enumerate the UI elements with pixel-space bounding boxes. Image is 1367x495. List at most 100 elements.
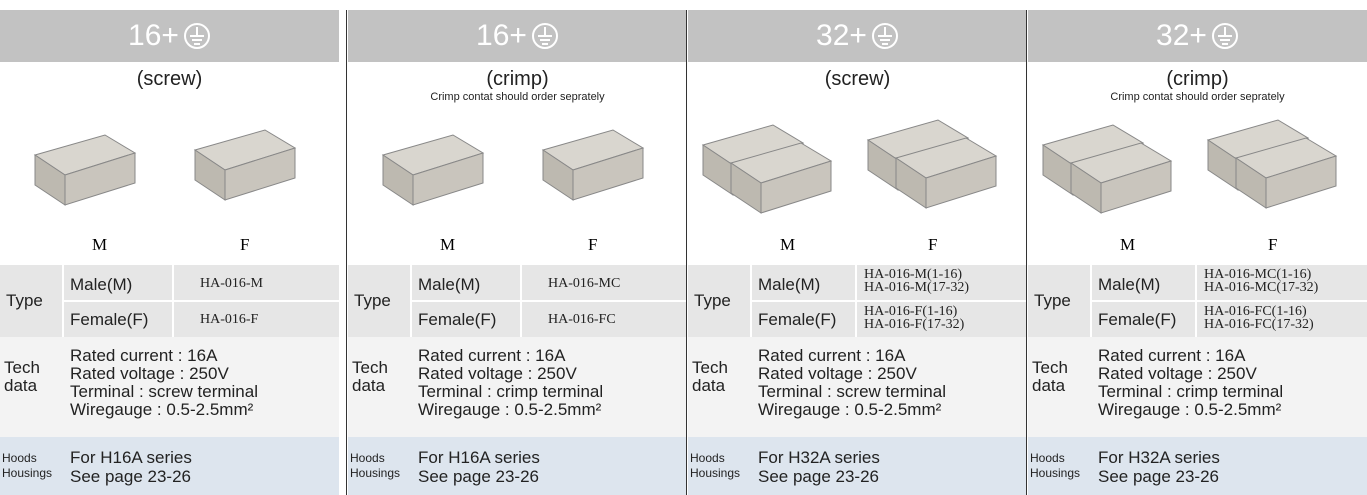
tech-line: Rated current : 16A: [758, 347, 905, 365]
earth-symbol: [871, 22, 899, 50]
divider: [855, 265, 857, 337]
variant: (crimp): [348, 68, 687, 91]
hoods-label: Housings: [2, 466, 52, 481]
male-label: M: [1120, 235, 1135, 255]
female-label: Female(F): [70, 310, 148, 330]
divider: [412, 300, 687, 302]
female-label: Female(F): [1098, 310, 1176, 330]
female-code: HA-016-F(17-32): [864, 318, 964, 331]
male-label: Male(M): [418, 275, 480, 295]
tech-line: Wiregauge : 0.5-2.5mm²: [758, 401, 941, 419]
tech-line: Wiregauge : 0.5-2.5mm²: [1098, 401, 1281, 419]
type-section: Type Male(M) Female(F) HA-016-MC HA-016-FC: [348, 265, 687, 337]
order-note: Crimp contat should order seprately: [1028, 91, 1367, 103]
hoods-label: Hoods: [1030, 451, 1065, 466]
tech-label: data: [352, 377, 385, 395]
connector-image: [543, 130, 643, 200]
header-text: 16+: [128, 19, 179, 53]
male-code: HA-016-M(17-32): [864, 281, 969, 294]
connector-image: [868, 120, 996, 208]
column-separator: [346, 10, 347, 495]
female-label: F: [928, 235, 937, 255]
tech-label: Tech: [352, 359, 388, 377]
hoods-line: See page 23-26: [70, 468, 191, 486]
male-code: HA-016-MC(17-32): [1204, 281, 1318, 294]
product-images: [0, 110, 339, 230]
female-label: F: [240, 235, 249, 255]
tech-line: Rated voltage : 250V: [1098, 365, 1257, 383]
divider: [172, 265, 174, 337]
tech-line: Rated voltage : 250V: [758, 365, 917, 383]
product-column: 32+ (crimp)Crimp contat should order sepr…: [1028, 10, 1367, 495]
column-header: 32+: [688, 10, 1027, 62]
tech-label: Tech: [4, 359, 40, 377]
product-images: [688, 110, 1027, 230]
type-section: TypeMale(M)Female(F)HA-016-MC(1-16)HA-01…: [1028, 265, 1367, 337]
order-note: Crimp contat should order seprately: [348, 91, 687, 103]
tech-line: Rated current : 16A: [70, 347, 217, 365]
tech-line: Rated voltage : 250V: [418, 365, 577, 383]
tech-label: data: [692, 377, 725, 395]
male-code: HA-016-MC: [548, 277, 620, 290]
male-label: Male(M): [1098, 275, 1160, 295]
tech-line: Rated voltage : 250V: [70, 365, 229, 383]
female-label: Female(F): [418, 310, 496, 330]
variant: (screw): [0, 68, 339, 91]
female-label: Female(F): [758, 310, 836, 330]
male-label: M: [440, 235, 455, 255]
column-separator: [686, 10, 687, 495]
male-label: Male(M): [70, 275, 132, 295]
header-text: 16+: [476, 19, 527, 53]
hoods-line: For H16A series: [70, 449, 192, 467]
variant: (crimp): [1028, 68, 1367, 91]
female-label: F: [588, 235, 597, 255]
hoods-label: Housings: [350, 466, 400, 481]
catalog-page: 16+ (screw) M F Type Male(M) Female(F) HA-016-M…: [0, 0, 1367, 495]
female-code: HA-016-FC(17-32): [1204, 318, 1314, 331]
connector-image: [1208, 120, 1336, 208]
divider: [1195, 265, 1197, 337]
male-label: M: [92, 235, 107, 255]
male-label: Male(M): [758, 275, 820, 295]
type-section: TypeMale(M)Female(F)HA-016-M(1-16)HA-016…: [688, 265, 1027, 337]
header-text: 32+: [816, 19, 867, 53]
earth-symbol: [1211, 22, 1239, 50]
connector-image: [35, 135, 135, 205]
variant: (screw): [688, 68, 1027, 91]
product-images: [348, 110, 687, 230]
product-column: 16+ (crimp)Crimp contat should order sepr…: [348, 10, 687, 495]
type-label: Type: [1034, 291, 1071, 311]
connector-image: [195, 130, 295, 200]
tech-line: Terminal : crimp terminal: [418, 383, 603, 401]
hoods-line: See page 23-26: [758, 468, 879, 486]
tech-line: Terminal : screw terminal: [758, 383, 946, 401]
female-label: F: [1268, 235, 1277, 255]
connector-image: [1043, 125, 1171, 213]
earth-symbol: [531, 22, 559, 50]
connector-image: [703, 125, 831, 213]
tech-label: data: [1032, 377, 1065, 395]
female-code: HA-016-FC: [548, 313, 616, 326]
type-label: Type: [6, 291, 43, 311]
type-label: Type: [354, 291, 391, 311]
hoods-line: See page 23-26: [1098, 468, 1219, 486]
earth-symbol: [183, 22, 211, 50]
tech-line: Wiregauge : 0.5-2.5mm²: [418, 401, 601, 419]
hoods-line: For H32A series: [1098, 449, 1220, 467]
hoods-label: Housings: [690, 466, 740, 481]
tech-label: data: [4, 377, 37, 395]
column-header: 32+: [1028, 10, 1367, 62]
tech-line: Terminal : crimp terminal: [1098, 383, 1283, 401]
hoods-label: Hoods: [690, 451, 725, 466]
hoods-label: Hoods: [350, 451, 385, 466]
divider: [520, 265, 522, 337]
column-separator: [1026, 10, 1027, 495]
